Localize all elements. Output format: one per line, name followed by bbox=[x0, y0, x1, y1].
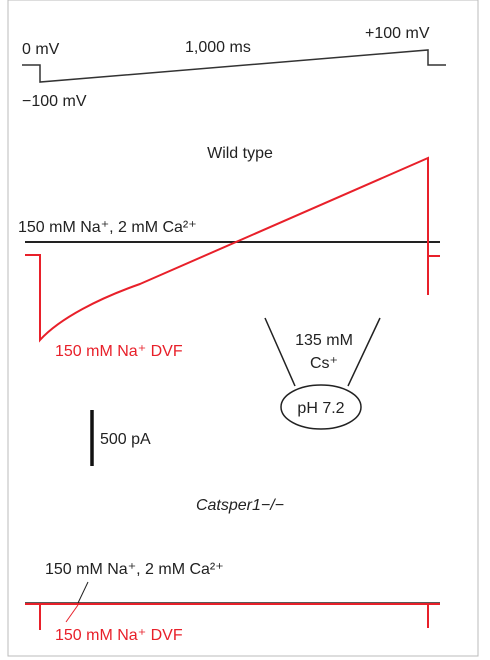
dvf-trace bbox=[25, 158, 440, 340]
pointer bbox=[66, 605, 78, 622]
hold-label: −100 mV bbox=[22, 93, 87, 110]
duration-label: 1,000 ms bbox=[185, 39, 251, 56]
panel-title: Wild type bbox=[207, 145, 273, 162]
start-label: 0 mV bbox=[22, 41, 60, 58]
end-label: +100 mV bbox=[365, 25, 430, 42]
pipette-concentration: 135 mM bbox=[295, 332, 353, 349]
pipette bbox=[265, 318, 380, 386]
scale-label: 500 pA bbox=[100, 431, 151, 448]
panel-title: Catsper1−/− bbox=[196, 497, 284, 514]
dvf-label: 150 mM Na⁺ DVF bbox=[55, 343, 183, 360]
figure: 0 mV 1,000 ms +100 mV −100 mV Wild type … bbox=[0, 0, 490, 660]
pipette-ph: pH 7.2 bbox=[297, 400, 344, 417]
control-label: 150 mM Na⁺, 2 mM Ca²⁺ bbox=[18, 219, 197, 236]
pipette-ion: Cs⁺ bbox=[310, 355, 338, 372]
dvf-label: 150 mM Na⁺ DVF bbox=[55, 627, 183, 644]
control-label: 150 mM Na⁺, 2 mM Ca²⁺ bbox=[45, 561, 224, 578]
pointer bbox=[78, 582, 88, 603]
